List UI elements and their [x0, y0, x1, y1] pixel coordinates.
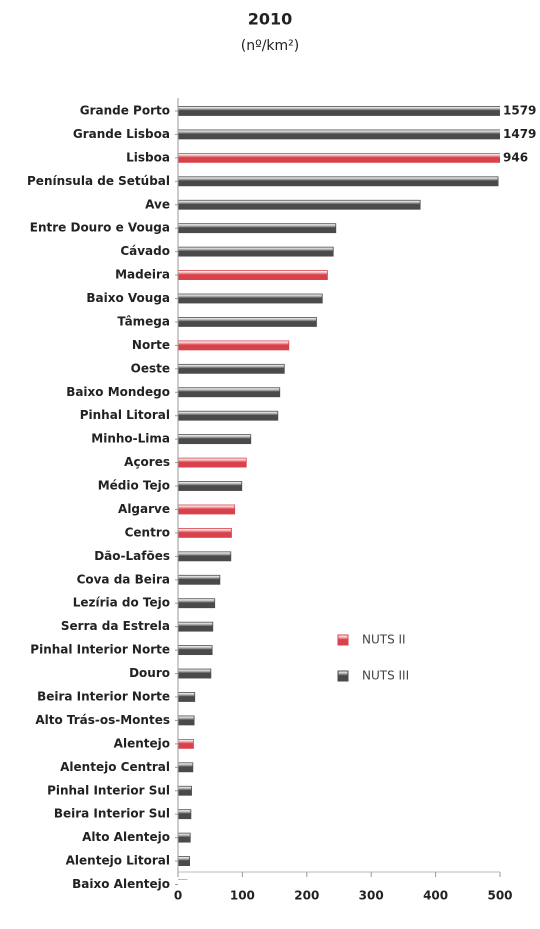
- bar: [178, 293, 323, 304]
- category-label: Grande Lisboa: [73, 127, 170, 141]
- category-label: Cávado: [120, 244, 170, 258]
- legend-swatch: [337, 670, 349, 682]
- bar: [178, 223, 337, 234]
- category-label: Tâmega: [117, 314, 170, 328]
- bar: [178, 270, 328, 280]
- category-label: Serra da Estrela: [61, 619, 170, 633]
- category-label: Baixo Alentejo: [72, 877, 170, 891]
- bar: [178, 621, 214, 632]
- category-label: Pinhal Interior Sul: [47, 783, 170, 797]
- category-label: Pinhal Interior Norte: [30, 643, 170, 657]
- bar: [178, 317, 317, 327]
- category-label: Alentejo Central: [60, 760, 170, 774]
- category-label: Baixo Vouga: [86, 291, 170, 305]
- category-label: Médio Tejo: [98, 479, 170, 493]
- bar: [178, 457, 247, 468]
- bar: [178, 738, 194, 749]
- x-tick-label: 100: [230, 889, 255, 903]
- bar: [178, 785, 192, 796]
- category-label: Centro: [125, 525, 170, 539]
- category-label: Lisboa: [126, 150, 170, 164]
- bar: [178, 692, 196, 702]
- bar: [178, 645, 213, 656]
- bar: [178, 762, 194, 773]
- category-label: Norte: [132, 338, 170, 352]
- category-label: Grande Porto: [80, 104, 170, 118]
- bar: [178, 574, 221, 585]
- value-label: 946: [503, 150, 528, 164]
- category-label: Dão-Lafões: [94, 549, 170, 563]
- chart-title: 2010: [248, 10, 293, 29]
- category-label: Madeira: [115, 268, 170, 282]
- x-tick-label: 400: [423, 889, 448, 903]
- x-tick-label: 300: [359, 889, 384, 903]
- category-label: Algarve: [118, 502, 170, 516]
- category-label: Alto Trás-os-Montes: [35, 713, 170, 727]
- category-label: Entre Douro e Vouga: [30, 221, 170, 235]
- bar: [178, 832, 191, 843]
- category-label: Oeste: [131, 361, 170, 375]
- bar: [178, 598, 216, 609]
- bar: [178, 715, 195, 726]
- bar: [178, 809, 192, 820]
- bar: [178, 129, 500, 140]
- bar: [178, 199, 421, 210]
- bar: [178, 340, 290, 351]
- category-label: Alto Alentejo: [82, 830, 170, 844]
- category-label: Cova da Beira: [77, 572, 170, 586]
- category-label: Ave: [145, 197, 170, 211]
- bar: [178, 668, 212, 679]
- category-label: Baixo Mondego: [66, 385, 170, 399]
- bar: [178, 551, 232, 562]
- plot-area: [178, 106, 500, 880]
- bar: [178, 176, 499, 187]
- bar: [178, 504, 236, 515]
- bar: [178, 152, 500, 163]
- category-label: Alentejo: [114, 736, 170, 750]
- bar: [178, 528, 232, 538]
- bar: [178, 387, 281, 398]
- chart-subtitle: (nº/km²): [241, 38, 299, 54]
- bar: [178, 106, 500, 116]
- category-label: Pinhal Litoral: [80, 408, 170, 422]
- bar: [178, 481, 243, 491]
- category-label: Beira Interior Sul: [54, 807, 170, 821]
- legend-label: NUTS III: [362, 669, 409, 683]
- x-tick-label: 500: [487, 889, 512, 903]
- legend-label: NUTS II: [362, 633, 406, 647]
- category-label: Açores: [124, 455, 170, 469]
- legend-swatch: [337, 634, 349, 646]
- bar: [178, 246, 334, 257]
- category-label: Beira Interior Norte: [37, 690, 170, 704]
- x-tick-label: 200: [294, 889, 319, 903]
- category-label: Península de Setúbal: [27, 174, 170, 188]
- bar: [178, 410, 279, 421]
- bar: [178, 363, 285, 374]
- value-label: 1479: [503, 127, 536, 141]
- bar: [178, 434, 252, 445]
- bar: [178, 856, 190, 866]
- category-label: Alentejo Litoral: [66, 854, 170, 868]
- category-label: Minho-Lima: [91, 432, 170, 446]
- value-label: 1579: [503, 104, 536, 118]
- category-label: Lezíria do Tejo: [73, 596, 170, 610]
- x-tick-label: 0: [174, 889, 182, 903]
- category-label: Douro: [129, 666, 170, 680]
